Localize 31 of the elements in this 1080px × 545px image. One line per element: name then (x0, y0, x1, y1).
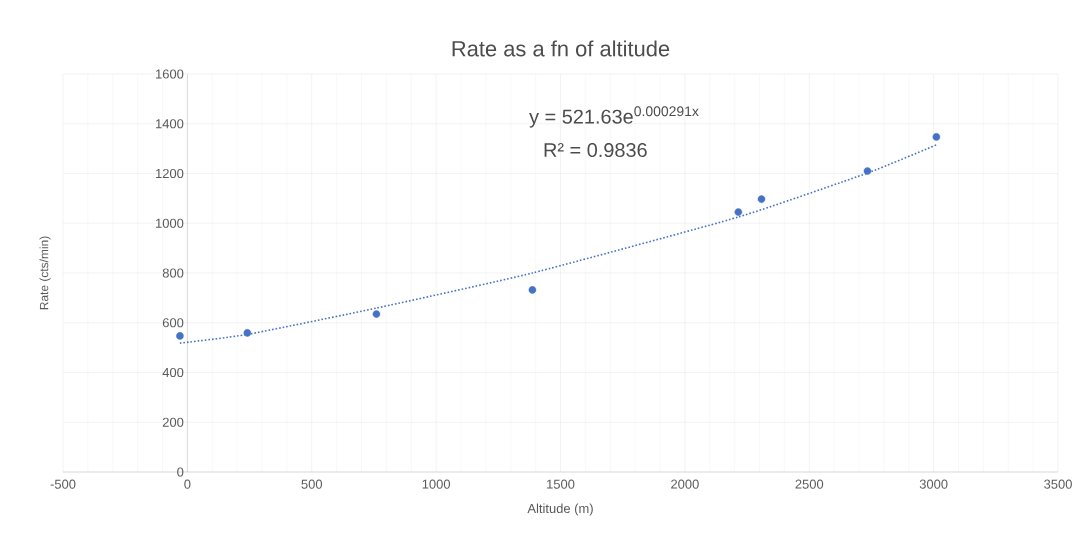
annotation: R² = 0.9836 (544, 142, 647, 158)
y-tick-label: 1400 (156, 119, 184, 129)
y-axis-title: Rate (cts/min) (39, 236, 51, 310)
x-tick-label: 0 (184, 479, 191, 489)
annotation: y = 521.63e$^{0.000291x}$ (529, 106, 699, 128)
chart-title: Rate as a fn of altitude (452, 40, 670, 57)
y-tick-label: 200 (162, 417, 184, 427)
x-tick-label: 1500 (547, 479, 575, 489)
x-tick-label: -500 (50, 479, 76, 489)
y-tick-label: 600 (162, 318, 184, 328)
y-tick-label: 0 (177, 467, 184, 477)
x-tick-label: 500 (301, 479, 323, 489)
x-tick-label: 2500 (795, 479, 824, 489)
point (734, 208, 743, 216)
point (932, 133, 941, 141)
x-axis-title: Altitude (m) (527, 503, 593, 516)
x-tick-label: 3000 (919, 479, 948, 489)
y-tick-label: 1200 (156, 168, 184, 179)
point (176, 332, 184, 340)
point (757, 195, 766, 203)
y-tick-label: 400 (162, 367, 184, 378)
y-tick-label: 800 (162, 268, 184, 278)
point (863, 167, 872, 175)
point (243, 329, 252, 337)
point (372, 310, 381, 318)
x-tick-label: 2000 (671, 479, 699, 489)
y-tick-label: 1600 (156, 69, 184, 79)
y-tick-label: 1000 (156, 218, 184, 228)
x-tick-label: 3500 (1044, 479, 1072, 489)
point (528, 286, 537, 294)
x-tick-label: 1000 (422, 479, 451, 489)
